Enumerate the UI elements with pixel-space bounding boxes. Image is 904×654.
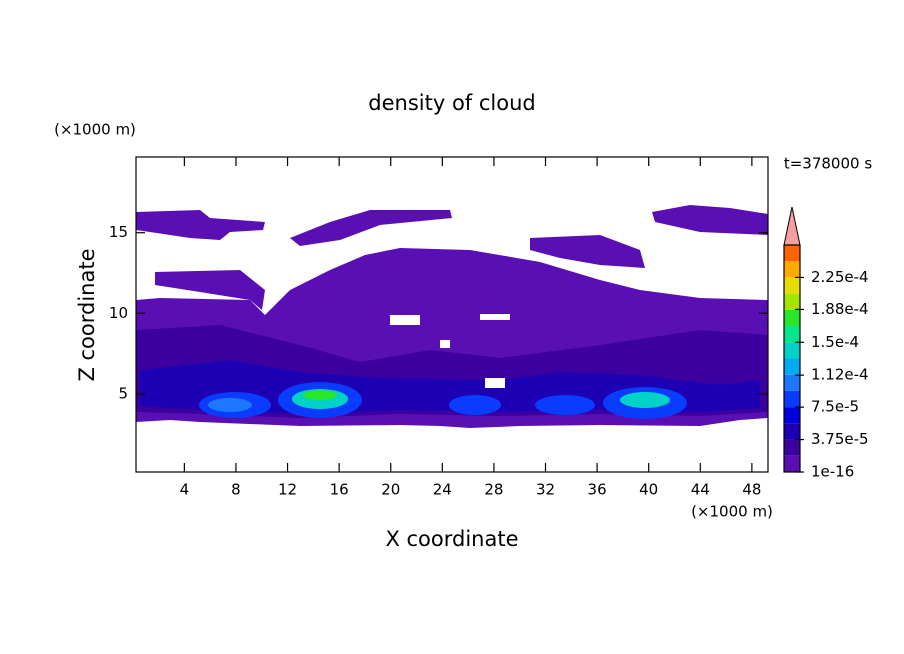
x-tick-label: 36 xyxy=(588,481,607,499)
x-tick-label: 32 xyxy=(536,481,555,499)
colorbar-label: 1.88e-4 xyxy=(811,300,869,318)
colorbar-label: 7.5e-5 xyxy=(811,398,859,416)
colorbar-label: 1e-16 xyxy=(811,463,854,481)
x-tick-label: 48 xyxy=(742,481,761,499)
colorbar-extension xyxy=(783,206,801,246)
colorbar-band xyxy=(784,245,800,262)
colorbar-band xyxy=(784,374,800,391)
y-tick-label: 5 xyxy=(118,384,128,402)
contour-region xyxy=(136,210,265,240)
y-tick-label: 10 xyxy=(109,304,128,322)
colorbar-band xyxy=(784,309,800,327)
contour-region xyxy=(449,395,501,415)
contour-gap xyxy=(485,378,505,388)
contour-field xyxy=(136,205,768,428)
contour-region xyxy=(155,270,265,310)
x-tick-label: 4 xyxy=(180,481,190,499)
x-tick-label: 40 xyxy=(639,481,658,499)
x-tick-label: 24 xyxy=(433,481,452,499)
colorbar-band xyxy=(784,455,800,472)
contour-gap xyxy=(480,314,510,320)
colorbar-band xyxy=(784,358,800,375)
plot-frame xyxy=(135,156,769,473)
colorbar-frame xyxy=(783,244,801,473)
y-units: (×1000 m) xyxy=(54,121,136,139)
contour-region xyxy=(535,395,595,415)
y-axis-label: Z coordinate xyxy=(75,248,99,381)
contour-gap xyxy=(390,315,420,325)
x-tick-label: 28 xyxy=(484,481,503,499)
colorbar-band xyxy=(784,407,800,424)
chart-title: density of cloud xyxy=(368,91,535,115)
x-tick-label: 44 xyxy=(691,481,710,499)
colorbar: 1e-16 3.75e-5 7.5e-5 1.12e-4 1.5e-4 1.88e-4 2.… xyxy=(783,206,869,481)
x-tick-label: 12 xyxy=(278,481,297,499)
colorbar-band xyxy=(784,390,800,408)
colorbar-band xyxy=(784,293,800,310)
colorbar-band xyxy=(784,439,800,456)
colorbar-label: 1.12e-4 xyxy=(811,366,869,384)
contour-region xyxy=(208,398,252,412)
x-tick-label: 8 xyxy=(231,481,241,499)
colorbar-label: 3.75e-5 xyxy=(811,430,869,448)
colorbar-label: 1.5e-4 xyxy=(811,333,859,351)
x-tick-label: 20 xyxy=(381,481,400,499)
colorbar-band xyxy=(784,423,800,440)
contour-region xyxy=(530,235,645,268)
colorbar-band xyxy=(784,326,800,343)
colorbar-band xyxy=(784,342,800,359)
contour-gap xyxy=(440,340,450,348)
y-tick-label: 15 xyxy=(109,223,128,241)
x-units: (×1000 m) xyxy=(691,503,773,521)
contour-region xyxy=(303,390,337,400)
contour-region xyxy=(620,392,670,408)
colorbar-band xyxy=(784,277,800,294)
contour-region xyxy=(652,205,768,235)
colorbar-band xyxy=(784,261,800,278)
x-axis-label: X coordinate xyxy=(385,527,518,551)
time-label: t=378000 s xyxy=(784,155,872,173)
colorbar-label: 2.25e-4 xyxy=(811,268,869,286)
contour-region xyxy=(290,210,452,246)
x-tick-label: 16 xyxy=(330,481,349,499)
